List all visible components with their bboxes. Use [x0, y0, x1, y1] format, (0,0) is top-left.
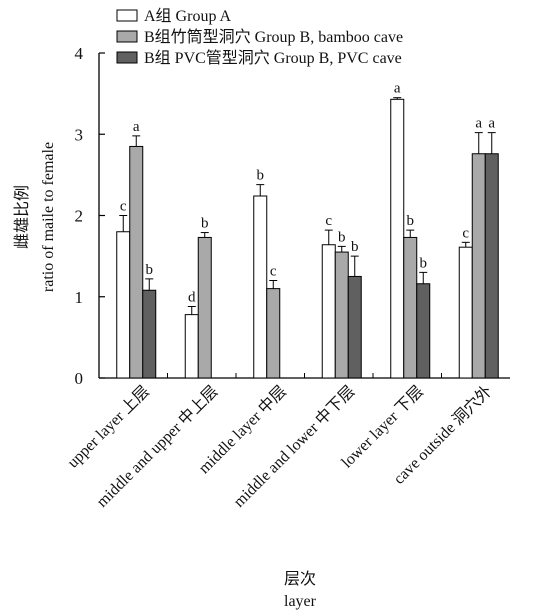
y-tick-label: 0 [75, 369, 84, 388]
bar [416, 283, 431, 379]
legend-label: A组 Group A [144, 7, 232, 25]
significance-label: a [475, 116, 482, 132]
legend-swatch [116, 30, 138, 43]
bar [334, 251, 349, 379]
bar [458, 246, 473, 379]
axis-titles: 雌雄比例 ratio of maile to female 层次 layer [13, 142, 317, 610]
significance-label: b [201, 216, 209, 232]
y-axis-title-en: ratio of maile to female [40, 142, 57, 292]
legend-label: B组 PVC管型洞穴 Group B, PVC cave [144, 49, 402, 67]
legend-label: B组竹筒型洞穴 Group B, bamboo cave [144, 28, 403, 46]
bar [197, 236, 212, 379]
significance-label: a [394, 81, 401, 97]
y-tick-label: 2 [75, 207, 84, 226]
bar [129, 145, 144, 379]
bar [116, 231, 131, 379]
bar [142, 289, 157, 379]
x-category-label: middle and lower 中下层 [230, 382, 359, 511]
significance-label: a [488, 116, 495, 132]
significance-label: c [325, 213, 332, 229]
bar [347, 275, 362, 379]
significance-label: b [146, 262, 154, 278]
significance-label: a [133, 119, 140, 135]
x-axis-title-en: layer [284, 593, 317, 610]
significance-label: b [338, 229, 346, 245]
significance-label: c [120, 199, 127, 215]
legend-swatch [116, 9, 138, 22]
y-axis-title-cn: 雌雄比例 [13, 185, 31, 249]
significance-label: c [462, 225, 469, 241]
legend: A组 Group A B组竹筒型洞穴 Group B, bamboo cave B组… [116, 7, 403, 67]
y-tick-label: 3 [75, 125, 84, 144]
bar [266, 288, 281, 379]
significance-label: b [407, 213, 415, 229]
bar [403, 236, 418, 379]
bar [484, 153, 499, 379]
legend-swatch [116, 51, 138, 64]
significance-label: b [420, 255, 428, 271]
significance-label: b [351, 239, 359, 255]
bar [321, 244, 336, 379]
x-axis-title-cn: 层次 [284, 570, 316, 588]
bar [253, 195, 268, 379]
bar [184, 314, 199, 379]
significance-label: c [270, 264, 277, 280]
x-category-label: middle and upper 中上层 [93, 382, 222, 511]
y-tick-label: 1 [75, 288, 84, 307]
significance-label: b [257, 168, 265, 184]
bar [390, 98, 405, 379]
y-tick-label: 4 [75, 44, 84, 63]
bar [471, 153, 486, 379]
significance-label: d [188, 290, 196, 306]
